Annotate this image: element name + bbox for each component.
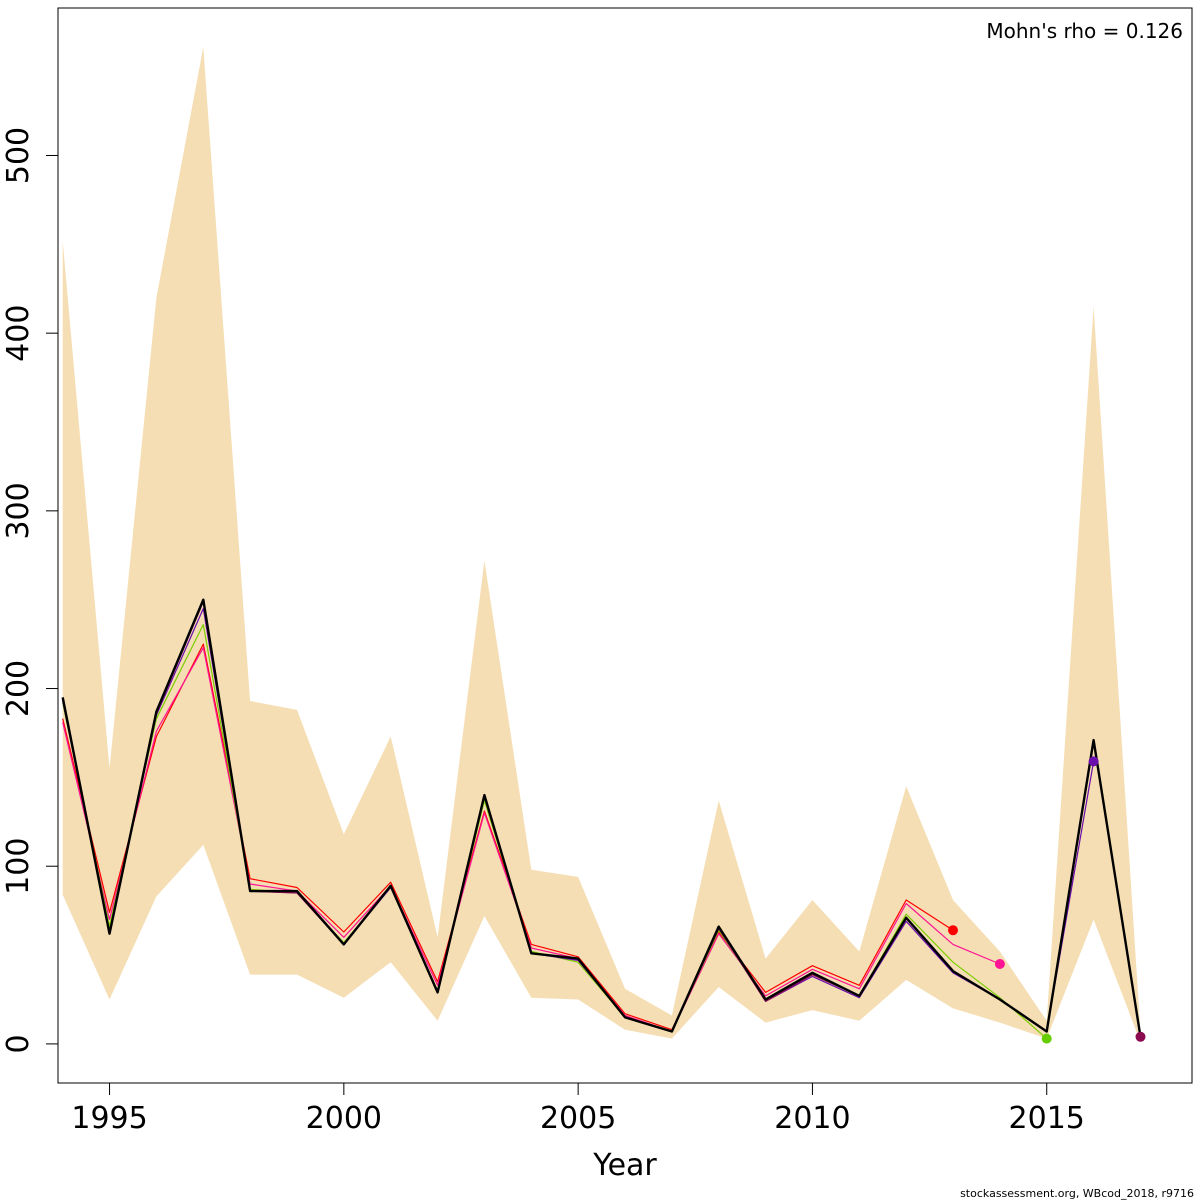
endpoint-markers-layer	[948, 756, 1146, 1044]
series-line-full-assessment	[61, 598, 1142, 1037]
y-tick-label-400: 400	[1, 305, 36, 362]
y-tick-label-100: 100	[1, 838, 36, 895]
y-tick-label-0: 0	[1, 1034, 36, 1053]
source-credit: stockassessment.org, WBcod_2018, r9716	[960, 1187, 1194, 1200]
confidence-band-layer	[62, 47, 1141, 1043]
series-lines-layer	[61, 598, 1142, 1040]
x-tick-label-2000: 2000	[306, 1101, 382, 1136]
endpoint-marker-2013	[948, 925, 958, 936]
confidence-band	[62, 47, 1141, 1043]
endpoint-marker-2016	[1088, 756, 1099, 767]
x-tick-label-2015: 2015	[1009, 1101, 1085, 1136]
endpoint-marker-2014	[994, 959, 1005, 969]
x-tick-label-2005: 2005	[540, 1101, 616, 1136]
x-tick-label-2010: 2010	[774, 1101, 850, 1136]
y-tick-label-500: 500	[1, 127, 36, 184]
endpoint-marker-2015	[1041, 1033, 1052, 1044]
y-tick-label-300: 300	[1, 482, 36, 539]
series-line-retro-2014	[62, 647, 1001, 1033]
y-axis: 0 100 200 300 400 500	[1, 127, 59, 1053]
y-tick-label-200: 200	[1, 660, 36, 717]
mohns-rho-annotation: Mohn's rho = 0.126	[986, 19, 1183, 43]
x-axis: 1995 2000 2005 2010 2015	[71, 1082, 1085, 1136]
x-tick-label-1995: 1995	[71, 1101, 147, 1136]
x-axis-title: Year	[592, 1148, 657, 1183]
endpoint-marker-2017	[1135, 1031, 1146, 1042]
